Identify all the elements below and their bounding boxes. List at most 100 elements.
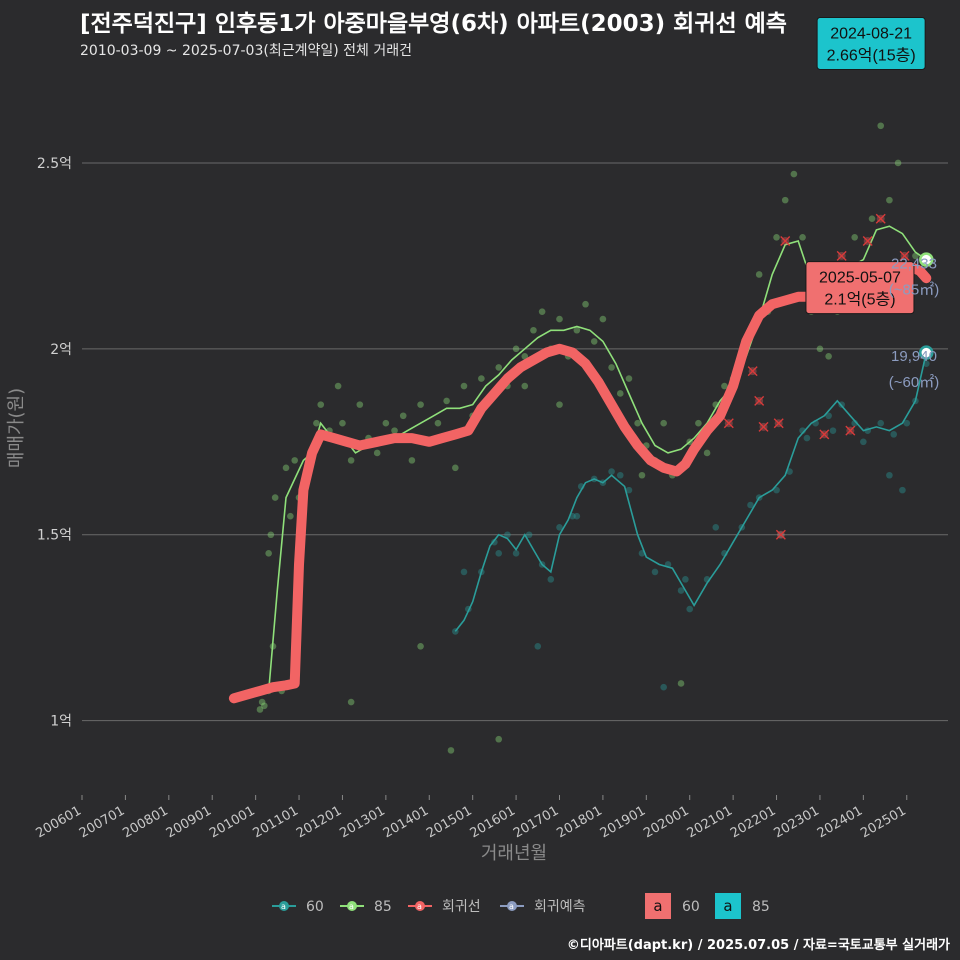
point-85	[721, 382, 728, 390]
point-60	[903, 419, 911, 427]
point-85	[530, 326, 537, 334]
x-tick-label: 200801	[120, 803, 170, 841]
point-85	[391, 427, 398, 434]
chart-subtitle: 2010-03-09 ~ 2025-07-03(최근계약일) 전체 거래건	[80, 43, 412, 59]
point-85	[339, 419, 346, 427]
x-tick-label: 202501	[858, 803, 908, 841]
point-60	[625, 486, 633, 494]
point-85	[356, 401, 364, 408]
point-85	[677, 680, 685, 687]
forecast-marker-cross	[775, 529, 786, 540]
point-60	[491, 538, 498, 546]
annotation-date: 2025-05-07	[819, 270, 901, 287]
legend-item-60: a 60	[272, 899, 324, 915]
point-60	[660, 683, 667, 691]
point-85	[267, 531, 275, 539]
point-85	[825, 352, 832, 360]
point-85	[347, 457, 355, 464]
point-85	[538, 308, 546, 315]
point-85	[417, 401, 424, 408]
x-tick-label: 202101	[685, 803, 735, 841]
forecast-marker-cross	[723, 418, 734, 429]
x-tick-label: 201901	[598, 803, 648, 841]
point-60	[712, 524, 720, 531]
end-point-60	[919, 345, 934, 360]
point-60	[860, 438, 867, 446]
point-85	[495, 364, 503, 371]
annotation-date: 2024-08-21	[830, 25, 912, 42]
legend-label: 85	[374, 899, 392, 915]
point-85	[347, 698, 355, 706]
legend-glyph: a	[349, 902, 354, 911]
forecast-marker	[747, 366, 758, 377]
forecast-marker	[758, 421, 769, 432]
point-85	[638, 471, 646, 479]
x-axis-ticks: 2006012007012008012009012010012011012012…	[34, 795, 909, 841]
point-60	[547, 576, 555, 583]
legend-swatch-label: 60	[682, 899, 700, 915]
point-85	[478, 375, 485, 382]
legend-glyph: a	[417, 902, 422, 911]
point-85	[781, 196, 789, 204]
x-tick-label: 201301	[337, 803, 387, 841]
series-60-line	[454, 352, 928, 632]
point-85	[313, 419, 320, 427]
point-85	[851, 234, 858, 241]
forecast-marker-cross	[754, 395, 765, 406]
point-60	[512, 550, 520, 557]
x-axis-title: 거래년월	[481, 843, 547, 864]
forecast-marker-cross	[899, 250, 910, 261]
forecast-marker	[723, 418, 734, 429]
point-85	[608, 364, 615, 371]
point-85	[434, 419, 442, 427]
legend-dot	[347, 901, 357, 911]
point-60	[829, 427, 837, 434]
point-85	[573, 326, 581, 334]
point-60	[747, 501, 754, 509]
point-60	[686, 605, 694, 613]
point-85	[271, 494, 279, 501]
point-85	[495, 735, 503, 743]
point-85	[556, 315, 563, 323]
legend-glyph: a	[509, 902, 514, 911]
point-85	[282, 464, 290, 472]
legend-swatch-label: 85	[752, 899, 770, 915]
point-85	[512, 345, 520, 353]
point-85	[616, 390, 624, 397]
forecast-marker	[899, 250, 910, 261]
point-85	[816, 345, 824, 353]
point-60	[534, 642, 542, 650]
forecast-marker-cross	[758, 421, 769, 432]
point-85	[382, 419, 390, 427]
y-axis-ticks: 1억 1.5억 2억 2.5억	[37, 156, 72, 730]
point-85	[521, 382, 529, 390]
forecast-marker-cross	[773, 418, 784, 429]
line-60	[454, 352, 928, 632]
y-tick-label: 2억	[50, 342, 72, 358]
forecast-marker	[845, 425, 856, 436]
legend-item-회귀예측: a 회귀예측	[500, 899, 586, 915]
forecast-marker-cross	[836, 250, 847, 261]
legend-swatch-letter: a	[653, 897, 662, 915]
side-label-value: 19,940	[891, 348, 937, 365]
point-85	[599, 315, 607, 323]
point-60	[651, 568, 659, 576]
point-60	[573, 512, 581, 520]
annotation-1: 2024-08-21 2.66억(15층)	[816, 16, 926, 70]
point-85	[443, 397, 450, 405]
point-60	[773, 486, 780, 494]
grid-lines	[82, 162, 948, 722]
forecast-markers	[723, 213, 910, 540]
side-label-value: 22,433	[891, 256, 937, 273]
forecast-marker	[836, 250, 847, 261]
point-85	[790, 170, 798, 178]
point-85	[556, 401, 563, 408]
point-85	[258, 698, 266, 706]
x-tick-label: 201401	[381, 803, 431, 841]
point-85	[261, 702, 268, 710]
point-85	[460, 382, 468, 390]
point-85	[521, 352, 529, 360]
point-60	[899, 486, 906, 494]
point-85	[317, 401, 325, 408]
